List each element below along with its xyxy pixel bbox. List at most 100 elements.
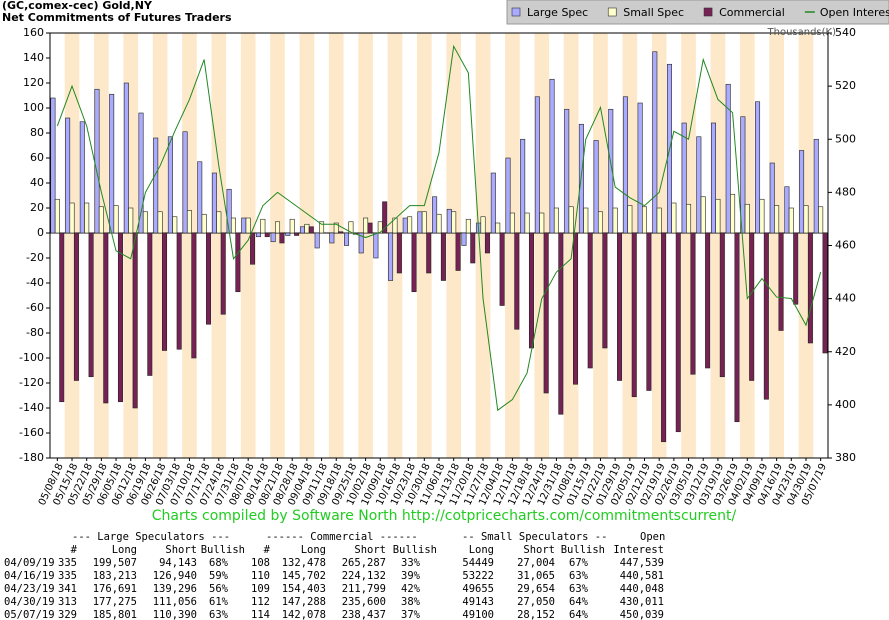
y2-tick-label: 420 <box>835 345 856 358</box>
bar <box>608 108 614 234</box>
legend-swatch <box>703 7 713 17</box>
table-column-header: Long <box>469 544 494 556</box>
y2-tick-label: 500 <box>835 132 856 145</box>
table-column-header: Long <box>301 544 326 556</box>
table-column-header: # <box>264 544 271 556</box>
bar <box>602 232 608 349</box>
bar <box>304 223 310 234</box>
table-cell: 39% <box>401 570 421 582</box>
table-cell: 111,056 <box>153 596 197 608</box>
bar <box>440 232 446 281</box>
bar <box>50 97 56 234</box>
bar <box>123 82 129 234</box>
table-cell: 440,048 <box>620 583 664 595</box>
bar <box>818 206 824 234</box>
bar <box>656 207 662 234</box>
bar <box>270 232 276 243</box>
table-cell: 335 <box>58 557 77 569</box>
bar <box>402 217 408 234</box>
bar <box>264 232 270 238</box>
bar <box>755 101 761 234</box>
bar <box>778 232 784 331</box>
bar <box>363 217 369 234</box>
bar <box>509 212 515 234</box>
bar <box>226 188 232 234</box>
bar <box>172 216 178 234</box>
table-cell: 109 <box>251 583 270 595</box>
bar <box>348 221 354 234</box>
bar <box>367 222 373 234</box>
bar <box>358 232 364 254</box>
bar <box>392 217 398 234</box>
table-cell: 38% <box>401 596 421 608</box>
table-cell: 450,039 <box>620 609 664 620</box>
table-cell: 108 <box>251 557 270 569</box>
table-cell: 04/23/19 <box>4 583 55 595</box>
bar <box>505 157 511 234</box>
bar <box>220 232 226 315</box>
bar <box>520 138 526 234</box>
bar <box>749 232 755 381</box>
table-cell: 176,691 <box>93 583 137 595</box>
bar <box>411 232 417 293</box>
bar <box>564 108 570 234</box>
bar <box>528 232 534 349</box>
bar <box>705 232 711 369</box>
bar <box>161 232 167 351</box>
footer: Charts compiled by Software North http:/… <box>152 508 737 524</box>
table-cell: 49143 <box>462 596 494 608</box>
bar <box>206 232 212 325</box>
table-cell: 04/09/19 <box>4 557 55 569</box>
bar <box>294 232 300 236</box>
bar <box>98 206 104 234</box>
bar <box>671 202 677 234</box>
y-tick-label: 120 <box>23 76 44 89</box>
table-cell: 49655 <box>462 583 494 595</box>
bar <box>734 232 740 423</box>
bar <box>690 232 696 375</box>
bar <box>250 232 256 265</box>
table-column-header: Bullish <box>201 544 245 556</box>
bar <box>788 207 794 234</box>
table-column-header: # <box>71 544 78 556</box>
bar <box>69 202 75 234</box>
bar <box>715 198 721 234</box>
bar <box>245 217 251 234</box>
bar <box>153 137 159 234</box>
table-cell: 28,152 <box>517 609 555 620</box>
y-tick-label: -140 <box>19 401 44 414</box>
bar <box>211 172 217 234</box>
table-cell: 440,581 <box>620 570 664 582</box>
table-cell: 335 <box>58 570 77 582</box>
bar <box>587 232 593 369</box>
bar <box>117 232 123 403</box>
y-tick-label: -60 <box>26 301 44 314</box>
bar <box>109 93 115 234</box>
table-cell: 265,287 <box>342 557 386 569</box>
y-tick-label: 160 <box>23 26 44 39</box>
bar <box>543 232 549 394</box>
y-tick-label: 80 <box>30 126 44 139</box>
y2-tick-label: 540 <box>835 26 856 39</box>
bar <box>338 231 344 234</box>
stripe <box>240 33 256 458</box>
y-tick-label: 100 <box>23 101 44 114</box>
chart-subtitle: Net Commitments of Futures Traders <box>2 11 232 24</box>
bar <box>583 207 589 234</box>
legend-label: Small Spec <box>623 6 684 19</box>
bar <box>84 202 90 234</box>
bar <box>176 232 182 350</box>
bar <box>59 232 65 403</box>
bar <box>763 232 769 400</box>
line <box>56 44 822 412</box>
bar <box>534 96 540 234</box>
bar <box>417 211 423 234</box>
bar <box>94 88 100 234</box>
bar <box>549 78 555 234</box>
bar <box>807 232 813 344</box>
bar <box>147 232 153 376</box>
y-tick-label: -40 <box>26 276 44 289</box>
table-cell: 64% <box>569 609 589 620</box>
table-cell: 341 <box>58 583 77 595</box>
bar <box>79 121 85 234</box>
